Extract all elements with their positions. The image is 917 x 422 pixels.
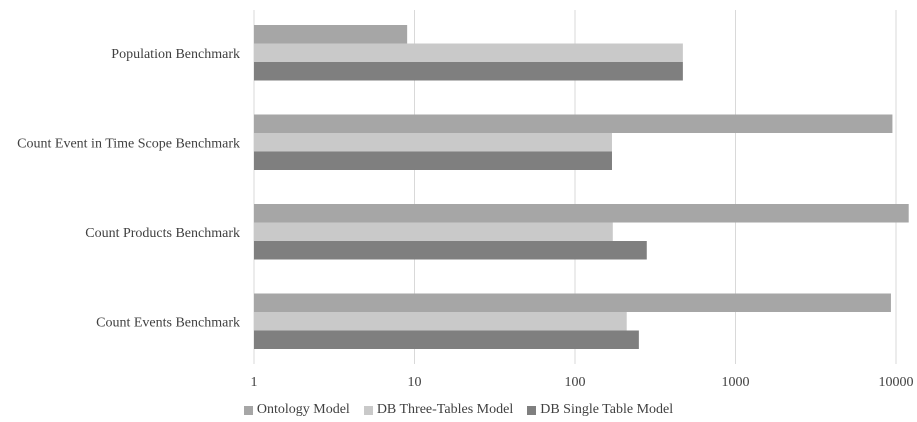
category-label-4: Count Events Benchmark — [96, 315, 240, 330]
legend-item-ontology: Ontology Model — [243, 402, 350, 418]
legend-label-three-tables: DB Three-Tables Model — [376, 402, 514, 417]
benchmark-chart: Population Benchmark Count Event in Time … — [17, 10, 914, 390]
bar-4-1 — [254, 293, 891, 312]
x-tick-1: 1 — [251, 375, 258, 390]
legend-label-ontology: Ontology Model — [256, 402, 350, 417]
bar-2-1 — [254, 114, 893, 133]
category-labels: Population Benchmark Count Event in Time … — [17, 47, 240, 331]
legend: Ontology Model DB Three-Tables Model DB … — [0, 400, 917, 420]
bar-2-3 — [254, 151, 612, 170]
bar-1-2 — [254, 43, 683, 62]
bar-3-1 — [254, 204, 909, 223]
legend-item-single-table: DB Single Table Model — [527, 402, 673, 418]
legend-item-three-tables: DB Three-Tables Model — [363, 402, 514, 418]
x-tick-10: 10 — [408, 375, 422, 390]
legend-swatch-ontology — [243, 405, 253, 415]
x-tick-1000: 1000 — [722, 375, 750, 390]
bar-1-3 — [254, 62, 683, 81]
category-label-1: Population Benchmark — [111, 47, 240, 62]
x-tick-10000: 10000 — [879, 375, 914, 390]
bar-1-1 — [254, 25, 408, 44]
x-tick-100: 100 — [565, 375, 586, 390]
legend-swatch-three-tables — [363, 405, 373, 415]
bars — [254, 25, 909, 349]
legend-swatch-single-table — [527, 405, 537, 415]
bar-3-3 — [254, 241, 647, 260]
bar-4-2 — [254, 312, 627, 331]
category-label-3: Count Products Benchmark — [85, 226, 240, 241]
bar-2-2 — [254, 133, 612, 152]
category-label-2: Count Event in Time Scope Benchmark — [17, 136, 240, 151]
legend-label-single-table: DB Single Table Model — [540, 402, 674, 417]
bar-4-3 — [254, 330, 639, 349]
bar-3-2 — [254, 222, 613, 241]
x-tick-labels: 1 10 100 1000 10000 — [251, 375, 914, 390]
